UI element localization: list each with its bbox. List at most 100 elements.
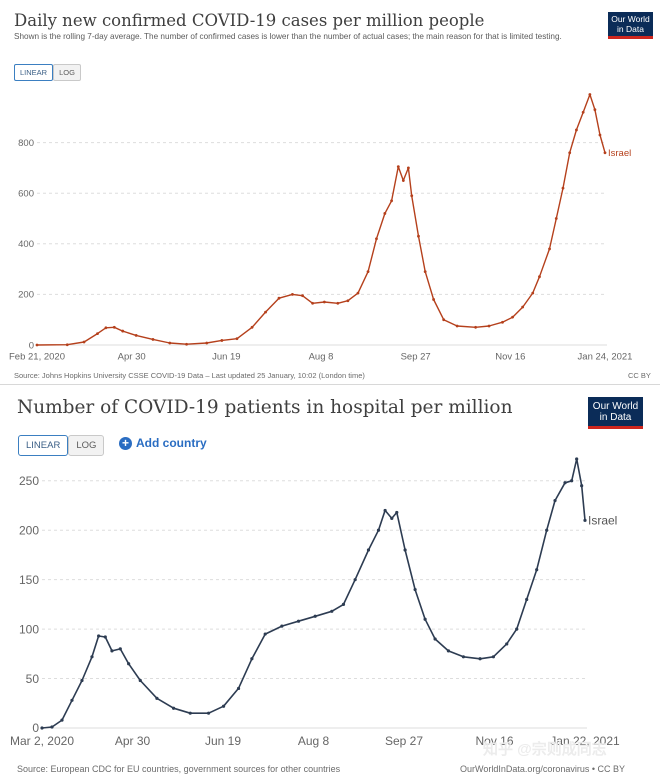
x-tick-label: Jan 22, 2021: [550, 734, 620, 748]
data-point: [554, 217, 558, 220]
hospital-chart-panel: Number of COVID-19 patients in hospital …: [0, 384, 660, 782]
y-tick-label: 200: [18, 290, 34, 301]
x-tick-label: Nov 16: [475, 734, 513, 748]
data-point: [60, 718, 64, 722]
data-point: [593, 108, 597, 112]
data-point: [151, 338, 155, 341]
logo-line-1: Our World: [592, 401, 639, 412]
y-tick-label: 600: [18, 189, 34, 200]
chart-subtitle: Shown is the rolling 7-day average. The …: [14, 32, 562, 41]
hospital-chart: 0 50 100 150 200 250 Mar 2, 2020 Apr 30 Jun 19 Au…: [10, 457, 620, 748]
chart-license[interactable]: OurWorldInData.org/coronavirus • CC BY: [460, 764, 626, 774]
owid-logo[interactable]: Our World in Data: [588, 397, 643, 429]
x-tick-label: Nov 16: [495, 352, 525, 363]
data-point: [548, 247, 551, 251]
x-tick-label: Sep 27: [401, 352, 431, 363]
data-point: [155, 696, 159, 700]
data-point: [236, 686, 241, 691]
log-scale-button[interactable]: LOG: [68, 435, 105, 456]
data-point: [525, 597, 529, 602]
data-point: [545, 528, 549, 532]
series-line-israel: [41, 458, 586, 729]
data-point: [277, 296, 281, 300]
data-point: [423, 270, 427, 274]
chart-source[interactable]: Source: European CDC for EU countries, g…: [17, 764, 341, 774]
cases-chart: 0 200 400 600 800 Feb 21, 2020 Apr 30 Jun 19 Aug…: [9, 93, 632, 363]
data-point: [390, 199, 393, 203]
data-point: [171, 706, 176, 710]
y-tick-label: 50: [26, 672, 40, 686]
data-point: [346, 299, 350, 303]
data-point: [455, 324, 459, 328]
log-scale-button[interactable]: LOG: [53, 64, 81, 81]
data-point: [515, 627, 519, 631]
data-point: [96, 332, 99, 336]
linear-scale-button[interactable]: LINEAR: [18, 435, 69, 456]
data-point: [50, 725, 54, 729]
data-point: [103, 635, 107, 639]
x-tick-label: Jun 19: [205, 734, 241, 748]
data-point: [403, 548, 407, 552]
data-point: [206, 711, 211, 715]
data-point: [110, 649, 114, 653]
watermark: 知乎 @宗则成同志: [483, 741, 607, 758]
data-point: [341, 602, 346, 606]
data-point: [322, 300, 326, 304]
y-tick-label: 400: [18, 239, 34, 250]
data-point: [35, 343, 39, 347]
data-point: [583, 518, 587, 522]
data-point: [570, 479, 574, 483]
linear-scale-button[interactable]: LINEAR: [14, 64, 54, 81]
data-point: [82, 340, 86, 344]
data-point: [366, 548, 371, 552]
data-point: [383, 212, 387, 215]
scale-toggle: LINEAR LOG: [18, 435, 105, 456]
data-point: [575, 128, 578, 132]
x-tick-label: Aug 8: [309, 352, 334, 363]
data-point: [396, 165, 400, 169]
y-tick-label: 100: [19, 622, 39, 636]
cases-chart-panel: Daily new confirmed COVID-19 cases per m…: [0, 0, 660, 384]
data-point: [538, 275, 541, 279]
data-point: [112, 325, 116, 329]
owid-logo[interactable]: Our World in Data: [608, 12, 653, 39]
chart-title: Number of COVID-19 patients in hospital …: [17, 397, 513, 418]
data-point: [134, 333, 138, 337]
data-point: [521, 305, 525, 309]
data-point: [580, 484, 584, 488]
data-point: [188, 711, 192, 715]
data-point: [433, 637, 437, 641]
chart-source[interactable]: Source: Johns Hopkins University CSSE CO…: [14, 371, 365, 380]
data-point: [40, 726, 44, 730]
data-point: [563, 481, 567, 485]
data-point: [90, 655, 94, 659]
data-point: [568, 151, 572, 155]
data-point: [65, 343, 69, 347]
data-point: [423, 617, 427, 621]
data-point: [581, 110, 585, 114]
data-point: [575, 457, 579, 461]
data-point: [535, 568, 539, 572]
data-point: [531, 291, 535, 295]
chart-license[interactable]: CC BY: [628, 371, 651, 380]
data-point: [330, 609, 334, 613]
data-point: [235, 337, 239, 341]
data-point: [461, 655, 466, 659]
y-tick-label: 250: [19, 474, 39, 488]
data-point: [410, 194, 414, 198]
x-tick-label: Mar 2, 2020: [10, 734, 74, 748]
data-point: [478, 657, 482, 661]
data-point: [406, 166, 410, 170]
data-point: [205, 341, 209, 345]
data-point: [501, 320, 504, 324]
x-tick-label: Sep 27: [385, 734, 423, 748]
data-point: [97, 634, 101, 638]
data-point: [446, 649, 451, 653]
data-point: [250, 325, 254, 329]
logo-line-2: in Data: [617, 23, 644, 34]
x-tick-label: Apr 30: [115, 734, 151, 748]
plus-icon: +: [119, 436, 132, 450]
add-country-button[interactable]: + Add country: [119, 436, 207, 450]
data-point: [168, 341, 172, 345]
data-point: [313, 614, 317, 618]
